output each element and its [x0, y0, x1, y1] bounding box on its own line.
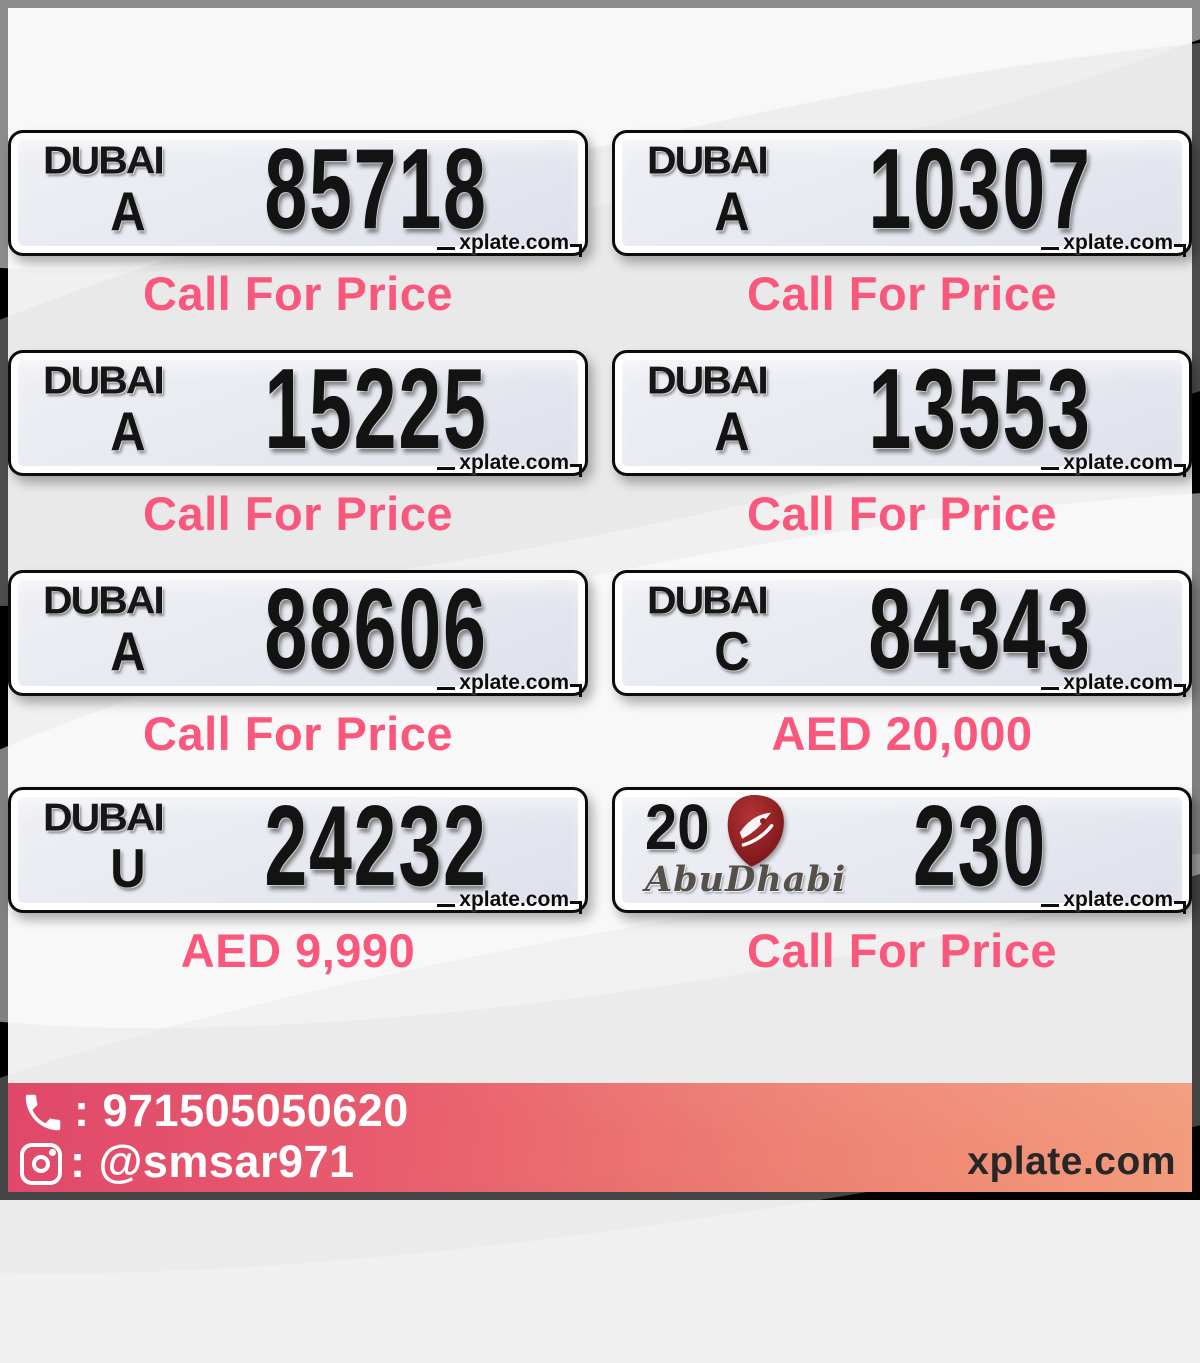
dubai-logo: DUBAI [43, 578, 165, 622]
xplate-watermark: xplate.com [437, 230, 582, 258]
plate-code-letter: A [110, 621, 146, 683]
contact-block: : 971505050620 : @smsar971 [20, 1087, 409, 1189]
xplate-watermark: xplate.com [1041, 230, 1186, 258]
plate-left-block: DUBAI A [43, 358, 233, 460]
dubai-logo: DUBAI [43, 358, 165, 402]
license-plate: DUBAI A 13553 xplate.com [612, 346, 1192, 478]
abudhabi-script-logo: AbuDhabi [645, 859, 847, 900]
abudhabi-left-block: 20 [645, 791, 945, 900]
plate-listing-card[interactable]: 20 [612, 787, 1192, 979]
xplate-watermark: xplate.com [1041, 450, 1186, 478]
plate-code-letter: A [714, 401, 750, 463]
contact-footer: : 971505050620 : @smsar971 xplate.com [8, 1083, 1192, 1192]
plate-listing-card[interactable]: DUBAI A 13553 xplate.com Call For Price [612, 350, 1192, 542]
instagram-handle: : @smsar971 [70, 1136, 355, 1187]
plate-code-letter: A [714, 181, 750, 243]
xplate-watermark: xplate.com [437, 887, 582, 915]
license-plate: DUBAI A 10307 xplate.com [612, 126, 1192, 258]
plate-left-block: DUBAI A [43, 138, 233, 240]
dubai-logo: DUBAI [43, 138, 165, 182]
instagram-icon [20, 1142, 62, 1185]
price-label: Call For Price [747, 267, 1057, 320]
phone-icon [25, 1094, 61, 1130]
plate-number: 24232 [264, 783, 488, 910]
license-plate: DUBAI A 88606 xplate.com [8, 566, 588, 698]
phone-contact[interactable]: : 971505050620 [20, 1087, 409, 1138]
plate-code-letter: U [110, 838, 146, 900]
dubai-logo: DUBAI [647, 358, 769, 402]
plate-number: 15225 [264, 346, 488, 473]
plate-left-block: DUBAI U [43, 795, 233, 897]
plate-code-number: 20 [645, 791, 710, 864]
plate-code-letter: A [110, 181, 146, 243]
plate-code-letter: A [110, 401, 146, 463]
dubai-logo: DUBAI [43, 795, 165, 839]
price-label: Call For Price [747, 487, 1057, 540]
plate-number: 85718 [264, 126, 488, 253]
price-label: Call For Price [747, 924, 1057, 977]
plate-number: 13553 [868, 346, 1092, 473]
xplate-watermark: xplate.com [437, 450, 582, 478]
license-plate: DUBAI C 84343 xplate.com [612, 566, 1192, 698]
plate-number: 88606 [264, 566, 488, 693]
license-plate: DUBAI A 85718 xplate.com [8, 126, 588, 258]
plate-left-block: DUBAI A [43, 578, 233, 680]
plate-listing-card[interactable]: DUBAI A 10307 xplate.com Call For Price [612, 130, 1192, 322]
license-plate: DUBAI A 15225 xplate.com [8, 346, 588, 478]
price-label: Call For Price [143, 707, 453, 760]
plate-listing-card[interactable]: DUBAI C 84343 xplate.com AED 20,000 [612, 570, 1192, 762]
plate-number: 10307 [868, 126, 1092, 253]
phone-number: : 971505050620 [74, 1085, 409, 1136]
plate-listing-card[interactable]: DUBAI A 15225 xplate.com Call For Price [8, 350, 588, 542]
instagram-contact[interactable]: : @smsar971 [20, 1138, 409, 1189]
plate-number: 230 [913, 783, 1047, 910]
price-label: Call For Price [143, 487, 453, 540]
plate-listing-card[interactable]: DUBAI A 88606 xplate.com Call For Price [8, 570, 588, 762]
license-plate: 20 [612, 783, 1192, 915]
plate-number: 84343 [868, 566, 1092, 693]
license-plate: DUBAI U 24232 xplate.com [8, 783, 588, 915]
plate-listing-card[interactable]: DUBAI A 85718 xplate.com Call For Price [8, 130, 588, 322]
price-label: AED 20,000 [771, 707, 1033, 760]
plate-left-block: DUBAI C [647, 578, 837, 680]
abudhabi-emblem-icon [727, 795, 784, 867]
plate-left-block: DUBAI A [647, 358, 837, 460]
xplate-watermark: xplate.com [1041, 887, 1186, 915]
website-label[interactable]: xplate.com [967, 1140, 1176, 1183]
plate-left-block: DUBAI A [647, 138, 837, 240]
price-label: AED 9,990 [180, 924, 416, 977]
price-label: Call For Price [143, 267, 453, 320]
plate-code-letter: C [714, 621, 750, 683]
plate-listing-card[interactable]: DUBAI U 24232 xplate.com AED 9,990 [8, 787, 588, 979]
xplate-watermark: xplate.com [1041, 670, 1186, 698]
dubai-logo: DUBAI [647, 578, 769, 622]
xplate-watermark: xplate.com [437, 670, 582, 698]
dubai-logo: DUBAI [647, 138, 769, 182]
